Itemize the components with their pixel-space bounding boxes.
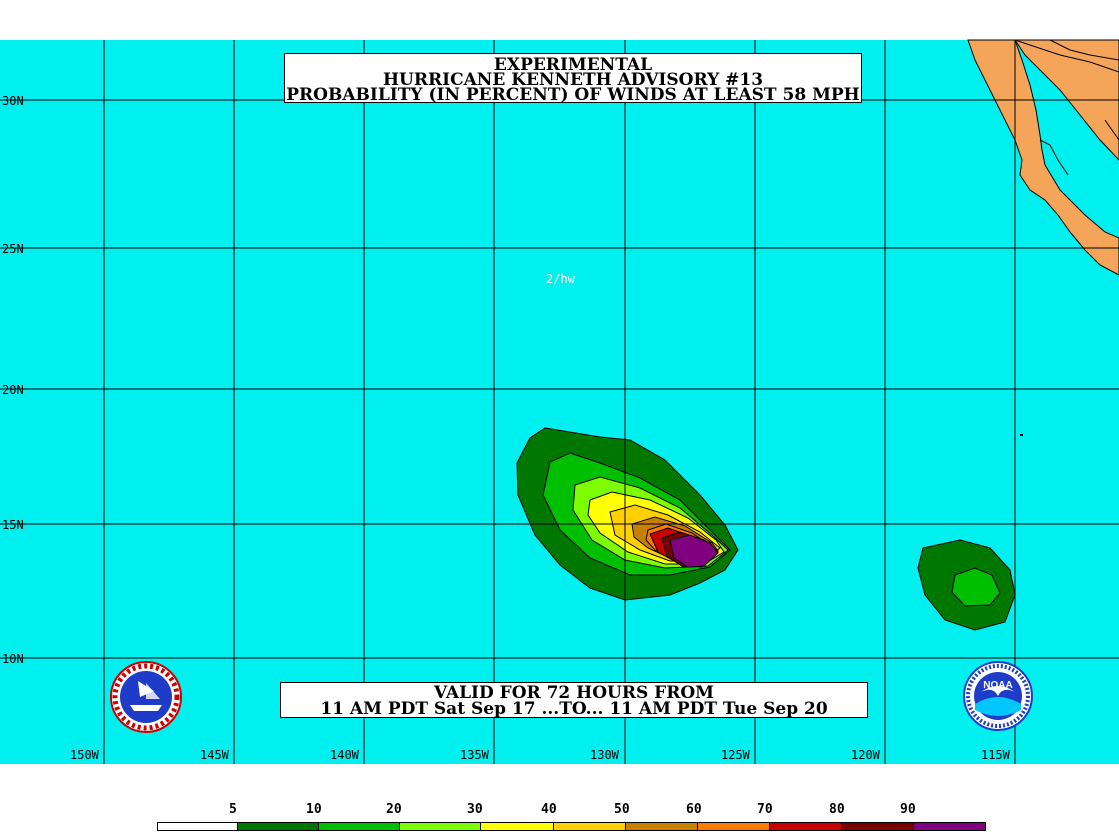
land-gulf-coast <box>1039 39 1119 176</box>
legend-swatch-70-80 <box>769 822 842 831</box>
title-box: EXPERIMENTAL HURRICANE KENNETH ADVISORY … <box>284 53 862 105</box>
lat-label-20n: 20N <box>2 383 24 397</box>
valid-line-1: VALID FOR 72 HOURS FROM <box>434 683 714 703</box>
lon-label-120w: 120W <box>851 748 880 762</box>
legend-swatch-50-60 <box>625 822 698 831</box>
valid-period-box: VALID FOR 72 HOURS FROM 11 AM PDT Sat Se… <box>280 682 868 718</box>
noaa-logo-text: NOAA <box>983 680 1012 691</box>
island-speck <box>1020 434 1023 436</box>
legend-label-10: 10 <box>306 802 322 817</box>
lon-label-145w: 145W <box>200 748 229 762</box>
legend-label-40: 40 <box>541 802 557 817</box>
legend-swatch-10-20 <box>318 822 400 831</box>
title-line-2: HURRICANE KENNETH ADVISORY #13 <box>382 70 764 90</box>
land-border-line <box>1014 39 1119 73</box>
legend-swatch-5-10 <box>237 822 319 831</box>
legend-label-5: 5 <box>229 802 237 817</box>
eastern-system-contours <box>917 539 1016 631</box>
land-mainland <box>1014 39 1119 161</box>
legend-swatch-60-70 <box>697 822 770 831</box>
legend-label-80: 80 <box>829 802 845 817</box>
lon-label-115w: 115W <box>981 748 1010 762</box>
lon-label-125w: 125W <box>721 748 750 762</box>
lat-label-15n: 15N <box>2 518 24 532</box>
lat-label-25n: 25N <box>2 242 24 256</box>
lon-label-135w: 135W <box>460 748 489 762</box>
legend-label-30: 30 <box>467 802 483 817</box>
lat-label-10n: 10N <box>2 652 24 666</box>
legend-label-70: 70 <box>757 802 773 817</box>
land-baja-peninsula <box>967 39 1119 276</box>
lon-label-130w: 130W <box>590 748 619 762</box>
lon-label-150w: 150W <box>70 748 99 762</box>
nws-logo <box>110 661 182 733</box>
lat-label-30n: 30N <box>2 94 24 108</box>
kenneth-probability-contours <box>516 427 739 601</box>
analyst-credit: 2/hw <box>546 272 575 286</box>
contour-90-plus <box>669 534 719 568</box>
noaa-logo: NOAA <box>963 661 1033 731</box>
legend-swatch-30-40 <box>480 822 554 831</box>
lon-label-140w: 140W <box>330 748 359 762</box>
ocean-area <box>0 40 1119 764</box>
legend-label-20: 20 <box>386 802 402 817</box>
legend-swatch-20-30 <box>399 822 481 831</box>
legend-label-90: 90 <box>900 802 916 817</box>
title-line-1: EXPERIMENTAL <box>493 55 653 75</box>
legend-swatch-40-50 <box>553 822 626 831</box>
legend-swatch-90-100 <box>913 822 986 831</box>
legend-swatch-80-90 <box>841 822 914 831</box>
legend-swatch-0-5 <box>157 822 238 831</box>
eastern-contour-10-20 <box>951 567 1001 607</box>
legend-label-60: 60 <box>686 802 702 817</box>
valid-line-2: 11 AM PDT Sat Sep 17 ...TO... 11 AM PDT … <box>320 699 828 719</box>
legend-label-50: 50 <box>614 802 630 817</box>
title-line-3: PROBABILITY (IN PERCENT) OF WINDS AT LEA… <box>286 85 860 105</box>
